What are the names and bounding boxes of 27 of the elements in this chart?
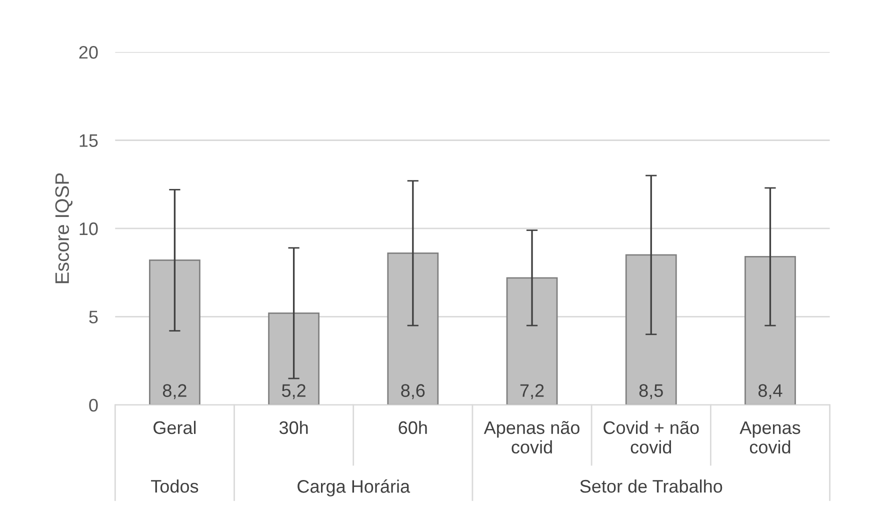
x-tick-label: 60h xyxy=(398,420,427,434)
x-tick-label: 30h xyxy=(279,420,308,434)
x-tick-label: Apenas covid xyxy=(740,421,800,454)
data-label: 8,6 xyxy=(401,384,425,400)
bar xyxy=(744,256,796,405)
data-label: 8,2 xyxy=(162,384,186,400)
y-tick-label: 0 xyxy=(89,398,98,412)
bar xyxy=(506,277,558,405)
bar xyxy=(268,312,320,405)
data-label: 5,2 xyxy=(282,384,306,400)
y-tick-label: 20 xyxy=(79,46,98,59)
text: Setor de Trabalho xyxy=(580,479,722,493)
x-tick-label: Geral xyxy=(154,420,196,434)
data-label: 7,2 xyxy=(520,384,544,400)
text: Carga Horária xyxy=(298,479,410,496)
bar xyxy=(387,252,439,405)
y-tick-label: 10 xyxy=(80,222,98,236)
bar xyxy=(148,260,200,405)
y-axis-title: Escore IQSP xyxy=(55,173,72,284)
x-tick-label: Covid + não covid xyxy=(604,420,699,454)
text: Todos xyxy=(151,479,198,493)
data-label: 8,4 xyxy=(758,384,782,400)
x-tick-label: Apenas não covid xyxy=(484,420,580,454)
data-label: 8,5 xyxy=(639,384,663,400)
bar xyxy=(625,254,677,405)
y-tick-label: 5 xyxy=(89,310,98,324)
y-tick-label: 15 xyxy=(80,134,98,147)
